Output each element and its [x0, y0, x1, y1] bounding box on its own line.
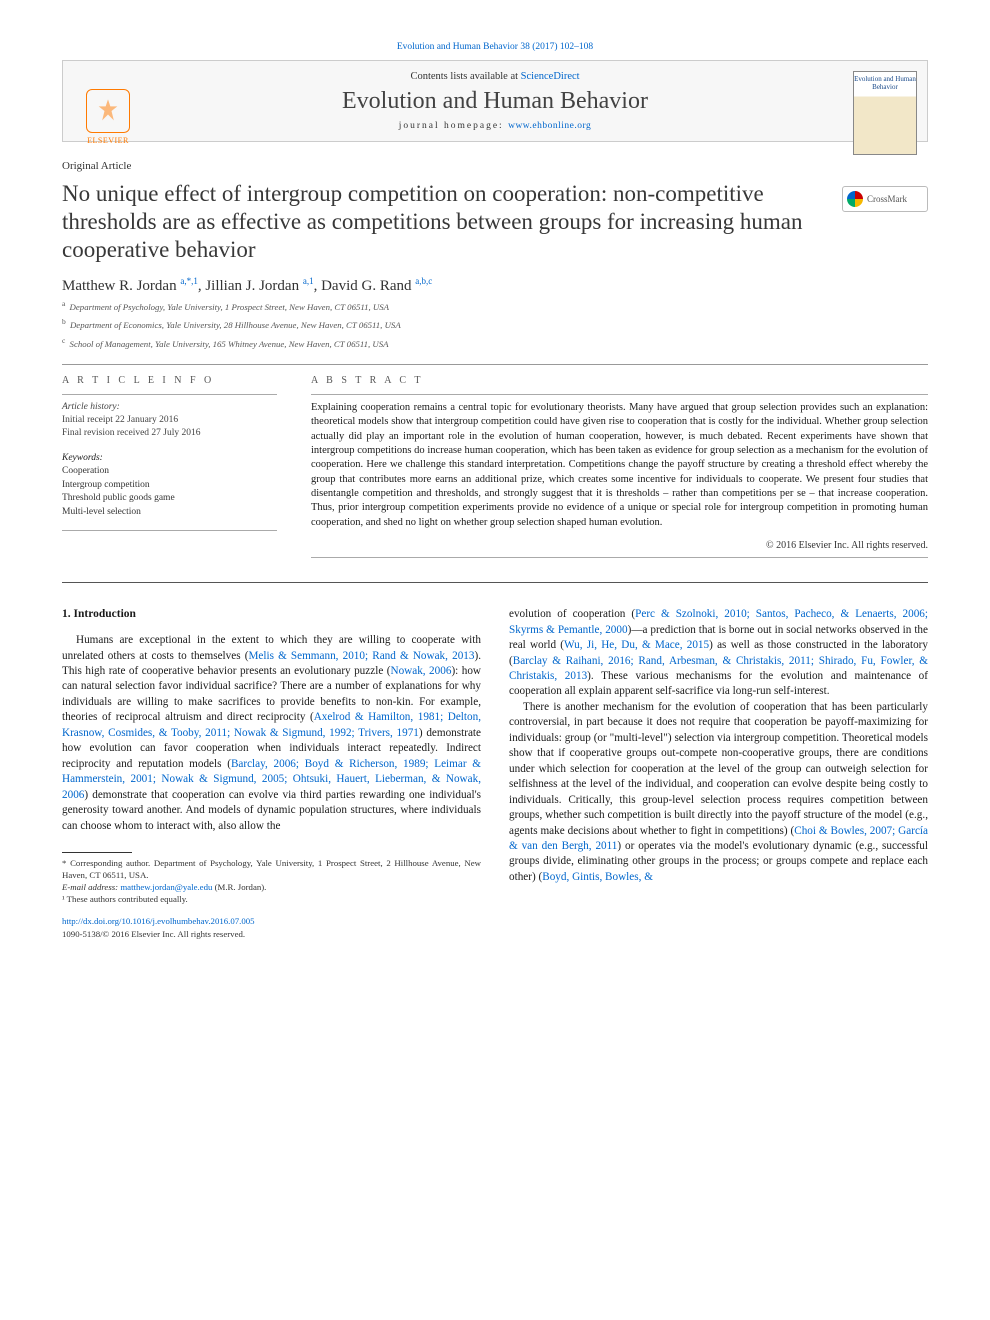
body-paragraph: Humans are exceptional in the extent to … — [62, 633, 481, 834]
doi-block: http://dx.doi.org/10.1016/j.evolhumbehav… — [62, 915, 481, 939]
affiliation: a Department of Psychology, Yale Univers… — [62, 299, 928, 313]
affiliation: b Department of Economics, Yale Universi… — [62, 317, 928, 331]
issn-copyright: 1090-5138/© 2016 Elsevier Inc. All right… — [62, 929, 245, 939]
abstract-text: Explaining cooperation remains a central… — [311, 401, 928, 530]
homepage-line: journal homepage: www.ehbonline.org — [159, 121, 831, 131]
footnote-divider — [62, 852, 132, 853]
email-footnote: E-mail address: matthew.jordan@yale.edu … — [62, 882, 481, 894]
publisher-name: ELSEVIER — [87, 136, 129, 145]
crossmark-badge[interactable]: CrossMark — [842, 186, 928, 212]
body-divider — [62, 582, 928, 583]
history-item: Final revision received 27 July 2016 — [62, 427, 277, 440]
elsevier-tree-icon — [86, 89, 130, 133]
info-divider — [311, 557, 928, 558]
keyword-item: Threshold public goods game — [62, 492, 277, 506]
article-info-heading: A R T I C L E I N F O — [62, 375, 277, 386]
affiliation: c School of Management, Yale University,… — [62, 336, 928, 350]
history-label: Article history: — [62, 401, 277, 414]
section-heading-intro: 1. Introduction — [62, 607, 481, 623]
author-email-link[interactable]: matthew.jordan@yale.edu — [120, 882, 212, 892]
journal-header: ELSEVIER Evolution and Human Behavior Co… — [62, 60, 928, 142]
contents-line: Contents lists available at ScienceDirec… — [159, 71, 831, 82]
journal-title: Evolution and Human Behavior — [159, 88, 831, 115]
section-divider — [62, 364, 928, 365]
body-paragraph: There is another mechanism for the evolu… — [509, 700, 928, 885]
equal-contribution-footnote: ¹ These authors contributed equally. — [62, 894, 481, 906]
article-body: 1. Introduction Humans are exceptional i… — [62, 607, 928, 940]
info-divider — [311, 394, 928, 395]
abstract-column: A B S T R A C T Explaining cooperation r… — [311, 375, 928, 564]
article-info-column: A R T I C L E I N F O Article history: I… — [62, 375, 277, 564]
journal-citation[interactable]: Evolution and Human Behavior 38 (2017) 1… — [62, 42, 928, 52]
info-divider — [62, 530, 277, 531]
author-list: Matthew R. Jordan a,*,1, Jillian J. Jord… — [62, 276, 928, 295]
history-item: Initial receipt 22 January 2016 — [62, 414, 277, 427]
doi-link[interactable]: http://dx.doi.org/10.1016/j.evolhumbehav… — [62, 916, 255, 926]
abstract-heading: A B S T R A C T — [311, 375, 928, 386]
keyword-item: Cooperation — [62, 465, 277, 479]
abstract-copyright: © 2016 Elsevier Inc. All rights reserved… — [311, 540, 928, 551]
crossmark-icon — [847, 191, 863, 207]
body-paragraph: evolution of cooperation (Perc & Szolnok… — [509, 607, 928, 700]
cover-caption: Evolution and Human Behavior — [854, 72, 916, 91]
sciencedirect-link[interactable]: ScienceDirect — [521, 71, 580, 82]
info-divider — [62, 394, 277, 395]
publisher-logo: ELSEVIER — [73, 73, 143, 145]
corresponding-author-footnote: * Corresponding author. Department of Ps… — [62, 858, 481, 882]
keyword-item: Multi-level selection — [62, 506, 277, 520]
crossmark-label: CrossMark — [867, 194, 907, 204]
journal-cover-thumbnail: Evolution and Human Behavior — [853, 71, 917, 155]
article-title: No unique effect of intergroup competiti… — [62, 180, 824, 264]
keyword-item: Intergroup competition — [62, 479, 277, 493]
journal-homepage-link[interactable]: www.ehbonline.org — [508, 121, 591, 131]
article-type-label: Original Article — [62, 160, 928, 172]
keywords-label: Keywords: — [62, 453, 277, 463]
